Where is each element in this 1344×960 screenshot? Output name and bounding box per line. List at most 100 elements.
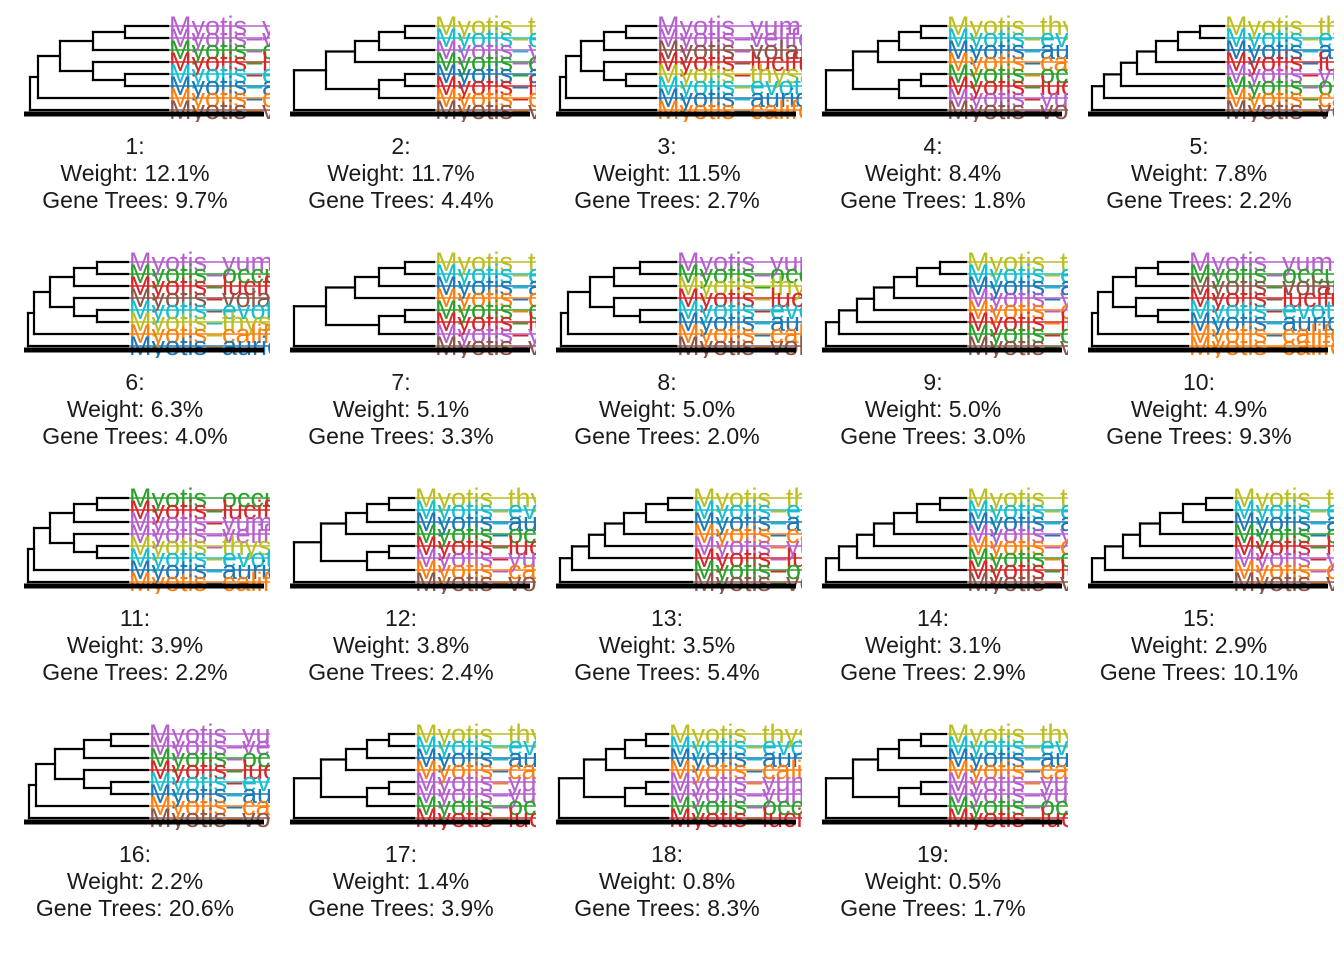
topology-panel: Myotis_thysanodesMyotis_evotisMyotis_aur… [534, 472, 802, 708]
gene-trees-label: Gene Trees: 9.3% [1106, 423, 1292, 449]
leaf-label: Myotis_auriculus [657, 83, 802, 113]
topology-caption: 13: Weight: 3.5% Gene Trees: 5.4% [534, 605, 800, 686]
topology-caption: 1: Weight: 12.1% Gene Trees: 9.7% [2, 133, 268, 214]
weight-label: Weight: 3.1% [864, 632, 1002, 658]
leaf-label: Myotis_lucifugus [1189, 283, 1334, 313]
topology-caption: 5: Weight: 7.8% Gene Trees: 2.2% [1066, 133, 1332, 214]
leaf-label: Myotis_lucifugus [435, 71, 536, 101]
tree-diagram: Myotis_thysanodesMyotis_evotisMyotis_aur… [822, 718, 1068, 830]
leaf-label: Myotis_yumanensis [947, 83, 1068, 113]
weight-label: Weight: 5.1% [332, 396, 470, 422]
tree-svg: Myotis_thysanodesMyotis_evotisMyotis_aur… [822, 483, 1068, 594]
leaf-label: Myotis_lucifugus [947, 71, 1068, 101]
leaf-label: Myotis_occultus [967, 319, 1068, 349]
leaf-label: Myotis_occultus [967, 543, 1068, 573]
leaf-label: Myotis_auriculus [967, 271, 1068, 301]
topology-panel: Myotis_yumanensisMyotis_occultusMyotis_t… [534, 236, 802, 472]
leaf-label: Myotis_californicus [129, 319, 270, 349]
tree-diagram: Myotis_yumanensisMyotis_occultusMyotis_t… [556, 246, 802, 358]
leaf-label: Myotis_volans [435, 331, 536, 358]
leaf-label: Myotis_lucifugus [149, 755, 270, 785]
leaf-label: Myotis_auriculus [1233, 507, 1334, 537]
topology-panel: Myotis_yumanensisMyotis_veliferMyotis_oc… [2, 0, 270, 236]
leaf-label: Myotis_auriculus [1189, 307, 1334, 337]
tree-svg: Myotis_thysanodesMyotis_evotisMyotis_aur… [822, 11, 1068, 122]
leaf-label: Myotis_yumanensis [947, 767, 1068, 797]
leaf-label: Myotis_volans [967, 331, 1068, 358]
leaf-label: Myotis_yumanensis [435, 319, 536, 349]
tree-diagram: Myotis_occultusMyotis_lucifugusMyotis_yu… [24, 482, 270, 594]
tree-svg: Myotis_thysanodesMyotis_evotisMyotis_aur… [556, 483, 802, 594]
leaf-label: Myotis_evotis [415, 731, 536, 761]
leaf-label: Myotis_volans [677, 331, 802, 358]
topology-panel: Myotis_thysanodesMyotis_evotisMyotis_aur… [534, 708, 802, 944]
tree-diagram: Myotis_thysanodesMyotis_evotisMyotis_aur… [822, 482, 1068, 594]
leaf-label: Myotis_yumanensis [129, 247, 270, 277]
leaf-label: Myotis_occultus [1233, 519, 1334, 549]
leaf-label: Myotis_californicus [967, 295, 1068, 325]
leaf-label: Myotis_californicus [1189, 319, 1334, 349]
tree-diagram: Myotis_thysanodesMyotis_evotisMyotis_aur… [290, 246, 536, 358]
leaf-label: Myotis_evotis [415, 495, 536, 525]
leaf-label: Myotis_californicus [129, 567, 270, 594]
tree-svg: Myotis_thysanodesMyotis_evotisMyotis_aur… [822, 719, 1068, 830]
gene-trees-label: Gene Trees: 2.9% [840, 659, 1026, 685]
leaf-label: Myotis_evotis [947, 731, 1068, 761]
weight-label: Weight: 1.4% [332, 868, 470, 894]
leaf-label: Myotis_californicus [435, 83, 536, 113]
topology-panel: Myotis_yumanensisMyotis_occultusMyotis_v… [1066, 236, 1334, 472]
topology-caption: 4: Weight: 8.4% Gene Trees: 1.8% [800, 133, 1066, 214]
leaf-label: Myotis_thysanodes [669, 719, 802, 749]
tree-diagram: Myotis_yumanensisMyotis_occultusMyotis_l… [24, 246, 270, 358]
gene-trees-label: Gene Trees: 1.8% [840, 187, 1026, 213]
leaf-label: Myotis_thysanodes [967, 483, 1068, 513]
topology-panel: Myotis_thysanodesMyotis_evotisMyotis_aur… [1066, 0, 1334, 236]
topology-id: 12: [385, 605, 417, 631]
topology-id: 6: [125, 369, 145, 395]
leaf-label: Myotis_thysanodes [415, 483, 536, 513]
leaf-label: Myotis_volans [967, 567, 1068, 594]
leaf-label: Myotis_volans [415, 567, 536, 594]
leaf-label: Myotis_occultus [693, 555, 802, 585]
topology-caption: 11: Weight: 3.9% Gene Trees: 2.2% [2, 605, 268, 686]
leaf-label: Myotis_lucifugus [967, 555, 1068, 585]
topology-caption: 16: Weight: 2.2% Gene Trees: 20.6% [2, 841, 268, 922]
weight-label: Weight: 2.2% [66, 868, 204, 894]
gene-trees-label: Gene Trees: 2.2% [42, 659, 228, 685]
leaf-label: Myotis_volans [1225, 95, 1334, 122]
tree-svg: Myotis_thysanodesMyotis_evotisMyotis_aur… [556, 719, 802, 830]
leaf-label: Myotis_volans [657, 35, 802, 65]
leaf-label: Myotis_occultus [947, 59, 1068, 89]
tree-diagram: Myotis_yumanensisMyotis_veliferMyotis_vo… [556, 10, 802, 122]
topology-panel: Myotis_thysanodesMyotis_evotisMyotis_yum… [268, 0, 536, 236]
leaf-label: Myotis_lucifugus [947, 803, 1068, 830]
leaf-label: Myotis_californicus [1225, 83, 1334, 113]
gene-trees-label: Gene Trees: 2.2% [1106, 187, 1292, 213]
leaf-label: Myotis_yumanensis [693, 531, 802, 561]
leaf-label: Myotis_californicus [1233, 555, 1334, 585]
leaf-label: Myotis_evotis [677, 295, 802, 325]
tree-diagram: Myotis_thysanodesMyotis_evotisMyotis_aur… [1088, 482, 1334, 594]
leaf-label: Myotis_auriculus [435, 271, 536, 301]
tree-diagram: Myotis_yumanensisMyotis_veliferMyotis_oc… [24, 10, 270, 122]
topology-id: 4: [923, 133, 943, 159]
gene-trees-label: Gene Trees: 3.3% [308, 423, 494, 449]
leaf-label: Myotis_thysanodes [1233, 483, 1334, 513]
gene-trees-label: Gene Trees: 9.7% [42, 187, 228, 213]
leaf-label: Myotis_evotis [435, 23, 536, 53]
leaf-label: Myotis_occultus [415, 791, 536, 821]
tree-diagram: Myotis_thysanodesMyotis_evotisMyotis_aur… [290, 718, 536, 830]
tree-svg: Myotis_thysanodesMyotis_evotisMyotis_aur… [290, 719, 536, 830]
leaf-label: Myotis_californicus [149, 791, 270, 821]
leaf-label: Myotis_occultus [435, 295, 536, 325]
leaf-label: Myotis_lucifugus [693, 543, 802, 573]
topology-panel: Myotis_thysanodesMyotis_evotisMyotis_aur… [1066, 472, 1334, 708]
tree-svg: Myotis_thysanodesMyotis_evotisMyotis_yum… [290, 11, 536, 122]
topology-caption: 12: Weight: 3.8% Gene Trees: 2.4% [268, 605, 534, 686]
topology-panel: Myotis_thysanodesMyotis_evotisMyotis_aur… [268, 236, 536, 472]
tree-diagram: Myotis_thysanodesMyotis_evotisMyotis_aur… [822, 10, 1068, 122]
leaf-label: Myotis_evotis [669, 731, 802, 761]
leaf-label: Myotis_thysanodes [693, 483, 802, 513]
leaf-label: Myotis_occultus [677, 259, 802, 289]
